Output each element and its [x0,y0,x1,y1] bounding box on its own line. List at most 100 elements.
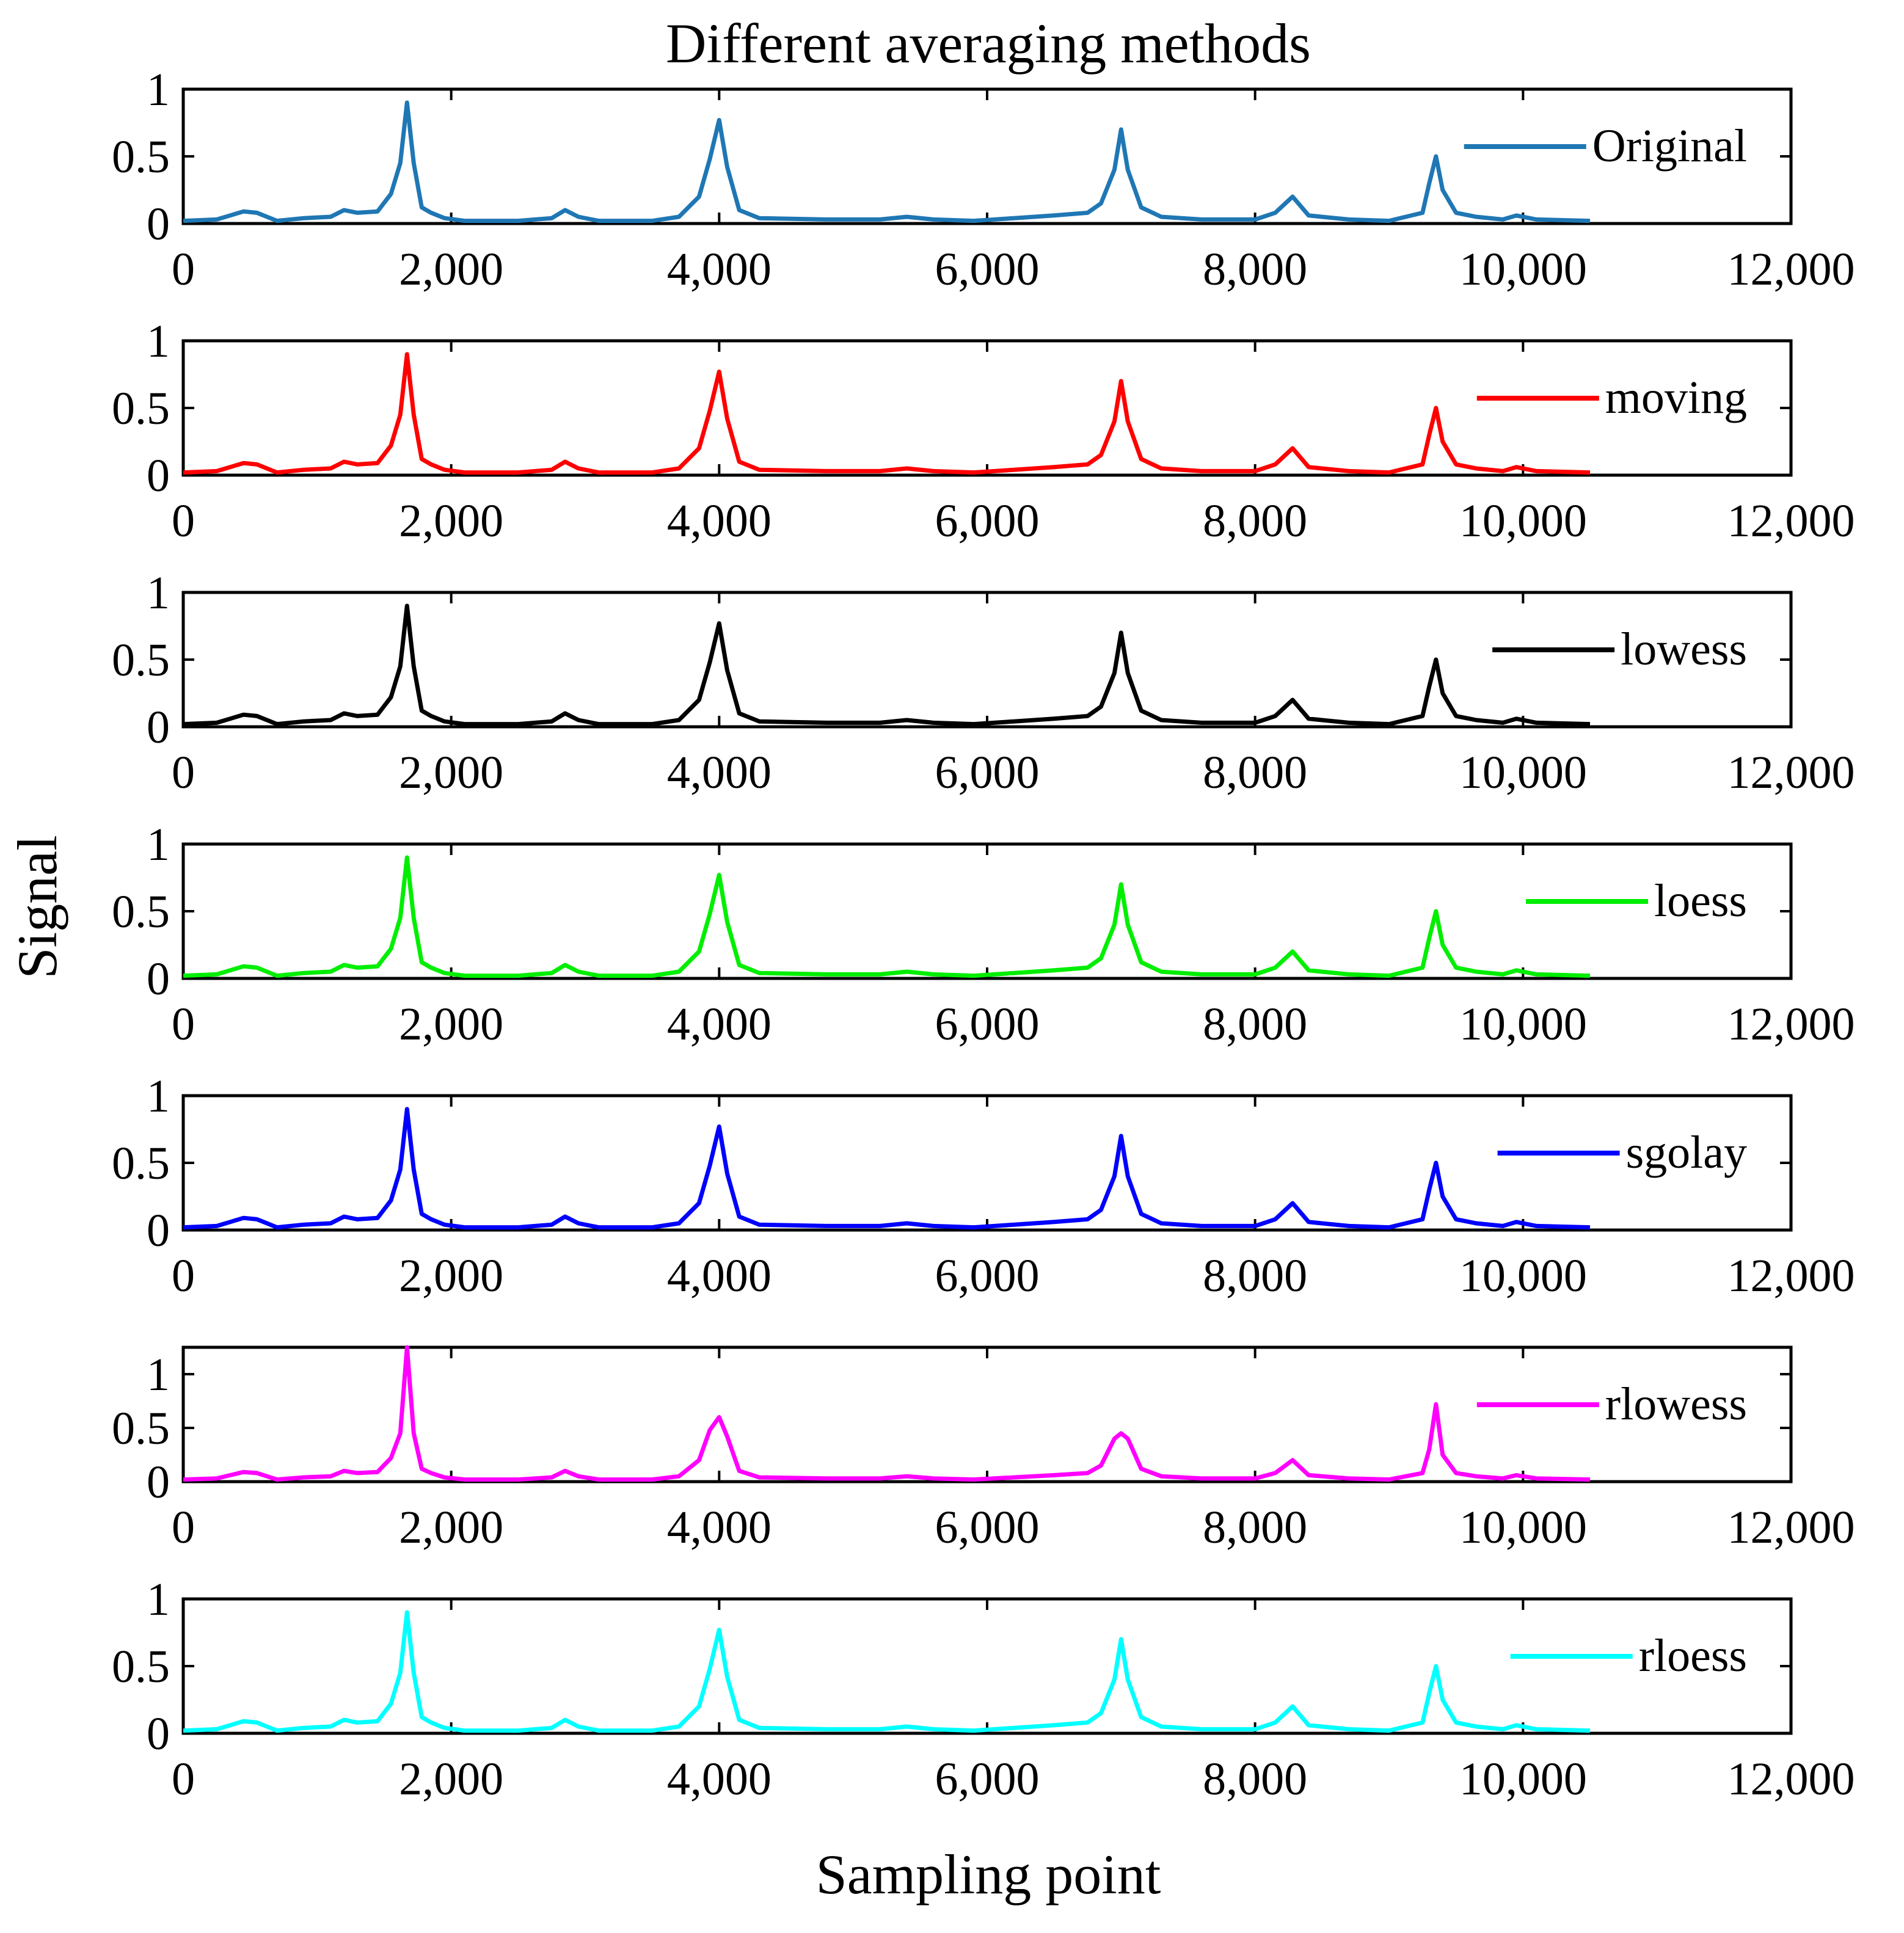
x-axis-label: Sampling point [816,1843,1161,1906]
x-tick-label: 2,000 [399,244,503,295]
x-tick-label: 12,000 [1727,495,1855,547]
x-tick-label: 8,000 [1203,495,1307,547]
x-tick-label: 6,000 [935,1502,1040,1553]
y-tick-label: 1 [147,1574,170,1625]
y-tick-label: 0.5 [112,1138,170,1189]
x-tick-label: 6,000 [935,495,1040,547]
y-tick-label: 0 [147,1205,170,1256]
series-line-loess [183,855,1591,978]
x-tick-label: 8,000 [1203,1250,1307,1301]
x-tick-label: 8,000 [1203,1753,1307,1805]
y-tick-label: 0.5 [112,131,170,183]
series-line-moving [183,352,1591,475]
x-tick-label: 12,000 [1727,1502,1855,1553]
y-tick-label: 1 [147,316,170,367]
x-tick-label: 6,000 [935,244,1040,295]
y-tick-label: 0 [147,450,170,501]
legend-label: loess [1654,875,1747,926]
panel-rlowess: 00.51 0 2,000 4,000 6,000 8,000 10,000 12,000 rl… [112,1345,1855,1553]
x-tick-label: 8,000 [1203,1502,1307,1553]
y-tick-label: 1 [147,819,170,870]
y-tick-label: 0.5 [112,383,170,434]
x-tick-label: 4,000 [667,1250,771,1301]
x-tick-label: 10,000 [1459,1502,1587,1553]
legend-label: lowess [1621,624,1747,675]
panel-sgolay: 0 0.5 1 0 2,000 4,000 6,000 8,000 10,000 12,000 sg… [112,1071,1855,1301]
x-tick-label: 10,000 [1459,1753,1587,1805]
x-tick-label: 0 [172,1502,195,1553]
x-tick-label: 2,000 [399,1250,503,1301]
x-tick-label: 8,000 [1203,999,1307,1050]
y-tick-label: 0 [147,1708,170,1760]
x-tick-label: 12,000 [1727,999,1855,1050]
x-tick-label: 8,000 [1203,747,1307,798]
series-line-rlowess [183,1345,1591,1482]
legend-label: sgolay [1626,1127,1747,1178]
x-tick-label: 2,000 [399,999,503,1050]
panel-rloess: 0 0.5 1 0 2,000 4,000 6,000 8,000 10,000 12,000 rl… [112,1574,1855,1805]
y-tick-label: 1 [147,1349,170,1400]
x-tick-label: 6,000 [935,747,1040,798]
x-tick-label: 12,000 [1727,747,1855,798]
x-tick-label: 10,000 [1459,999,1587,1050]
plot-area [181,1094,1793,1232]
x-tick-label: 0 [172,1250,195,1301]
plot-area [181,1597,1793,1735]
panel-loess: 0 0.5 1 0 2,000 4,000 6,000 8,000 10,000 12,000 lo… [112,819,1855,1050]
plot-area [181,591,1793,729]
x-tick-label: 2,000 [399,1753,503,1805]
x-tick-label: 6,000 [935,1753,1040,1805]
plot-area [181,339,1793,477]
panel-moving: 0 0.5 1 0 2,000 4,000 6,000 8,000 10,000 12,000 mo… [112,316,1855,547]
y-tick-label: 0.5 [112,635,170,686]
y-tick-label: 0.5 [112,1403,170,1454]
x-tick-label: 12,000 [1727,1753,1855,1805]
y-tick-label: 0 [147,198,170,250]
chart-title: Different averaging methods [666,12,1311,75]
series-line-lowess [183,603,1591,727]
x-tick-label: 6,000 [935,1250,1040,1301]
legend-label: Original [1592,120,1747,172]
x-tick-label: 0 [172,1753,195,1805]
x-tick-label: 4,000 [667,999,771,1050]
x-tick-label: 12,000 [1727,244,1855,295]
x-tick-label: 10,000 [1459,244,1587,295]
y-axis-label: Signal [6,835,68,978]
x-tick-label: 10,000 [1459,747,1587,798]
x-tick-label: 8,000 [1203,244,1307,295]
panels: 00.510 2,000 4,000 6,000 8,000 10,000 12,000Or… [112,64,1855,1805]
legend-label: rlowess [1605,1378,1747,1430]
y-tick-label: 0 [147,702,170,753]
series-line-sgolay [183,1107,1591,1230]
x-tick-label: 2,000 [399,495,503,547]
y-tick-label: 1 [147,567,170,619]
x-tick-label: 6,000 [935,999,1040,1050]
y-tick-label: 1 [147,64,170,115]
x-tick-label: 0 [172,495,195,547]
x-tick-label: 10,000 [1459,495,1587,547]
y-tick-label: 0.5 [112,886,170,937]
legend-label: moving [1605,372,1747,423]
y-tick-label: 0 [147,1457,170,1508]
y-tick-label: 1 [147,1071,170,1122]
plot-area [181,1345,1793,1483]
legend-label: rloess [1639,1630,1747,1681]
plot-area [181,87,1793,225]
x-tick-label: 0 [172,244,195,295]
x-tick-label: 10,000 [1459,1250,1587,1301]
y-tick-label: 0 [147,953,170,1005]
y-tick-label: 0.5 [112,1641,170,1692]
panel-lowess: 0 0.5 1 0 2,000 4,000 6,000 8,000 10,000 12,000 lo… [112,567,1855,798]
x-tick-label: 0 [172,747,195,798]
panel-original: 0 0.5 1 0 2,000 4,000 6,000 8,000 10,000 12,000 Or… [112,64,1855,295]
series-line-rloess [183,1610,1591,1733]
x-tick-label: 2,000 [399,747,503,798]
series-line-original [183,100,1591,224]
x-tick-label: 0 [172,999,195,1050]
x-tick-label: 4,000 [667,244,771,295]
x-tick-label: 4,000 [667,747,771,798]
x-tick-label: 4,000 [667,495,771,547]
x-tick-label: 4,000 [667,1753,771,1805]
x-tick-label: 4,000 [667,1502,771,1553]
